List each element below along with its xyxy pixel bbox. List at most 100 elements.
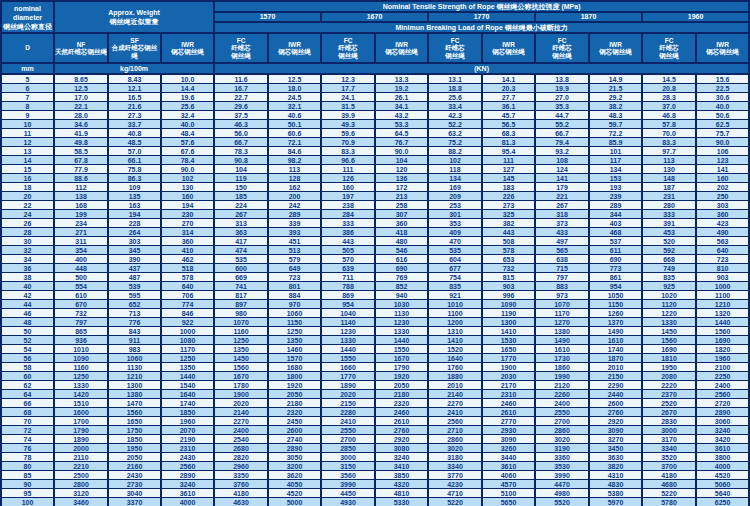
- value-cell: 141: [696, 165, 749, 174]
- value-cell: 3610: [161, 489, 214, 498]
- value-cell: 954: [321, 300, 375, 309]
- value-cell: 925: [642, 282, 696, 291]
- value-cell: 884: [268, 291, 321, 300]
- value-cell: 1100: [696, 291, 749, 300]
- value-cell: 63.2: [428, 129, 482, 138]
- value-cell: 2120: [535, 381, 589, 390]
- value-cell: 1640: [428, 354, 482, 363]
- diameter-header: nominal diameter 钢丝绳公称直径: [1, 1, 54, 33]
- value-cell: 741: [214, 282, 268, 291]
- value-cell: 3990: [321, 480, 375, 489]
- value-cell: 1170: [535, 309, 589, 318]
- value-cell: 2150: [589, 372, 642, 381]
- value-cell: 70.0: [642, 129, 696, 138]
- value-cell: 77.9: [54, 165, 108, 174]
- value-cell: 2020: [214, 399, 268, 408]
- value-cell: 289: [268, 210, 321, 219]
- diameter-cell: 12: [1, 138, 54, 147]
- value-cell: 3240: [696, 426, 749, 435]
- value-cell: 3460: [54, 498, 108, 506]
- value-cell: 13.8: [535, 74, 589, 84]
- table-row: 2827126431436339338641840944343346845349…: [1, 228, 749, 237]
- value-cell: 2800: [54, 480, 108, 489]
- value-cell: 84.6: [268, 147, 321, 156]
- value-cell: 518: [161, 264, 214, 273]
- value-cell: 57.6: [161, 138, 214, 147]
- table-row: 6414201380164019002050202021802140231022…: [1, 390, 749, 399]
- value-cell: 40.8: [108, 129, 161, 138]
- value-cell: 1440: [161, 372, 214, 381]
- value-cell: 1560: [696, 327, 749, 336]
- diameter-cell: 22: [1, 201, 54, 210]
- value-cell: 3450: [589, 444, 642, 453]
- value-cell: 289: [589, 201, 642, 210]
- value-cell: 197: [321, 192, 375, 201]
- value-cell: 112: [54, 183, 108, 192]
- value-cell: 903: [696, 273, 749, 282]
- value-cell: 231: [642, 192, 696, 201]
- diameter-cell: 14: [1, 156, 54, 165]
- value-cell: 258: [375, 201, 428, 210]
- value-cell: 2250: [696, 372, 749, 381]
- value-cell: 1300: [482, 318, 535, 327]
- value-cell: 22.7: [214, 93, 268, 102]
- value-cell: 242: [268, 201, 321, 210]
- value-cell: 1160: [54, 363, 108, 372]
- value-cell: 284: [321, 210, 375, 219]
- value-cell: 325: [482, 210, 535, 219]
- value-cell: 865: [54, 327, 108, 336]
- value-cell: 600: [214, 264, 268, 273]
- value-cell: 1950: [642, 363, 696, 372]
- diameter-cell: 52: [1, 336, 54, 345]
- table-row: 4879777692210701150114012301200130012701…: [1, 318, 749, 327]
- value-cell: 1070: [535, 300, 589, 309]
- table-row: 6213301300154017801920189020502010217021…: [1, 381, 749, 390]
- value-cell: 1610: [589, 336, 642, 345]
- value-cell: 59.6: [321, 129, 375, 138]
- value-cell: 14.5: [642, 74, 696, 84]
- value-cell: 35.3: [535, 102, 589, 111]
- value-cell: 980: [214, 309, 268, 318]
- fc-column-header: FC 纤维芯 钢丝绳: [535, 33, 589, 63]
- value-cell: 1670: [214, 372, 268, 381]
- value-cell: 754: [428, 273, 482, 282]
- value-cell: 194: [161, 201, 214, 210]
- value-cell: 386: [321, 228, 375, 237]
- value-cell: 797: [535, 273, 589, 282]
- value-cell: 1220: [642, 309, 696, 318]
- value-cell: 3370: [108, 498, 161, 506]
- value-cell: 3080: [375, 444, 428, 453]
- value-cell: 108: [535, 156, 589, 165]
- value-cell: 1800: [268, 372, 321, 381]
- diameter-cell: 54: [1, 345, 54, 354]
- diameter-cell: 80: [1, 462, 54, 471]
- value-cell: 1150: [268, 318, 321, 327]
- value-cell: 996: [482, 291, 535, 300]
- value-cell: 1250: [214, 336, 268, 345]
- value-cell: 134: [428, 174, 482, 183]
- value-cell: 27.0: [535, 93, 589, 102]
- value-cell: 1890: [321, 381, 375, 390]
- value-cell: 487: [108, 273, 161, 282]
- value-cell: 640: [696, 246, 749, 255]
- value-cell: 4180: [214, 489, 268, 498]
- value-cell: 221: [535, 192, 589, 201]
- value-cell: 48.3: [589, 111, 642, 120]
- value-cell: 213: [375, 192, 428, 201]
- diameter-cell: 70: [1, 417, 54, 426]
- value-cell: 2550: [321, 426, 375, 435]
- diameter-cell: 90: [1, 480, 54, 489]
- value-cell: 3260: [482, 444, 535, 453]
- value-cell: 21.5: [589, 84, 642, 93]
- value-cell: 1640: [161, 390, 214, 399]
- value-cell: 474: [214, 246, 268, 255]
- value-cell: 595: [108, 291, 161, 300]
- breaking-load-title: Minimun Breaking Load of Rope 钢丝绳最小破断拉力: [214, 22, 749, 33]
- value-cell: 345: [108, 246, 161, 255]
- value-cell: 2020: [321, 390, 375, 399]
- value-cell: 135: [108, 192, 161, 201]
- diameter-cell: 74: [1, 435, 54, 444]
- value-cell: 1210: [108, 372, 161, 381]
- value-cell: 417: [214, 237, 268, 246]
- table-row: 1688.686.3102119128126136134145141153148…: [1, 174, 749, 183]
